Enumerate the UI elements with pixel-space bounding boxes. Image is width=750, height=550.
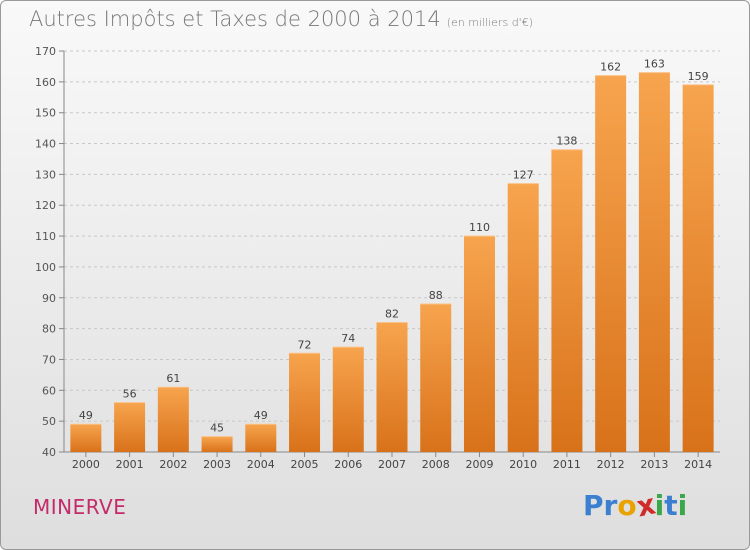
x-tick-label: 2009 (465, 458, 493, 471)
x-tick-label: 2007 (378, 458, 406, 471)
commune-name: MINERVE (33, 495, 127, 519)
bar (682, 84, 714, 452)
chart-title-text: Autres Impôts et Taxes de 2000 à 2014 (29, 7, 441, 31)
bar-value-label: 138 (556, 135, 577, 148)
y-tick-label: 110 (35, 230, 56, 243)
x-tick-label: 2005 (291, 458, 319, 471)
y-tick-label: 100 (35, 261, 56, 274)
x-tick-label: 2008 (422, 458, 450, 471)
y-tick-label: 150 (35, 107, 56, 120)
chart-title: Autres Impôts et Taxes de 2000 à 2014 (en… (29, 7, 533, 31)
x-tick-label: 2004 (247, 458, 275, 471)
x-tick-label: 2001 (116, 458, 144, 471)
bar (114, 402, 146, 452)
bar (245, 424, 277, 452)
bar-value-label: 45 (210, 422, 224, 435)
x-tick-label: 2000 (72, 458, 100, 471)
x-tick-label: 2003 (203, 458, 231, 471)
y-tick-label: 120 (35, 199, 56, 212)
x-tick-label: 2011 (553, 458, 581, 471)
bar (289, 353, 321, 452)
bar-value-label: 74 (341, 332, 355, 345)
y-tick-label: 140 (35, 138, 56, 151)
bar (420, 303, 452, 452)
chart-unit: (en milliers d'€) (446, 16, 533, 29)
logo-letter: o (617, 489, 637, 522)
y-tick-label: 70 (42, 353, 56, 366)
bar-value-label: 110 (469, 221, 490, 234)
bar-value-label: 127 (513, 169, 534, 182)
bar (595, 75, 627, 452)
bar-value-label: 72 (298, 338, 312, 351)
bar (70, 424, 102, 452)
bar (157, 387, 189, 452)
bar-value-label: 88 (429, 289, 443, 302)
y-tick-label: 160 (35, 76, 56, 89)
logo-letter: t (664, 489, 678, 522)
y-tick-label: 90 (42, 292, 56, 305)
x-tick-label: 2006 (334, 458, 362, 471)
y-tick-label: 130 (35, 168, 56, 181)
y-tick-label: 80 (42, 323, 56, 336)
bar (551, 149, 583, 452)
x-tick-label: 2010 (509, 458, 537, 471)
bar-value-label: 163 (644, 58, 665, 71)
proxiti-logo: Proxiti (583, 487, 688, 523)
logo-letter: i (677, 489, 688, 522)
y-tick-label: 40 (42, 446, 56, 459)
logo-letter: r (603, 489, 618, 522)
y-tick-label: 50 (42, 415, 56, 428)
bar (463, 236, 495, 452)
bar-value-label: 49 (79, 409, 93, 422)
bar (332, 347, 364, 452)
bar-value-label: 61 (166, 372, 180, 385)
bar (507, 183, 539, 452)
y-tick-label: 170 (35, 45, 56, 58)
bar (376, 322, 408, 452)
bar-value-label: 82 (385, 307, 399, 320)
bar-value-label: 49 (254, 409, 268, 422)
x-tick-label: 2012 (597, 458, 625, 471)
x-tick-label: 2002 (159, 458, 187, 471)
bar (638, 72, 670, 452)
x-tick-label: 2013 (640, 458, 668, 471)
x-tick-label: 2014 (684, 458, 712, 471)
logo-letter: P (583, 489, 604, 522)
bar-value-label: 159 (688, 70, 709, 83)
bar-value-label: 56 (123, 388, 137, 401)
logo-letter: i (654, 489, 665, 522)
bar (201, 436, 233, 452)
y-tick-label: 60 (42, 384, 56, 397)
bar-value-label: 162 (600, 61, 621, 74)
